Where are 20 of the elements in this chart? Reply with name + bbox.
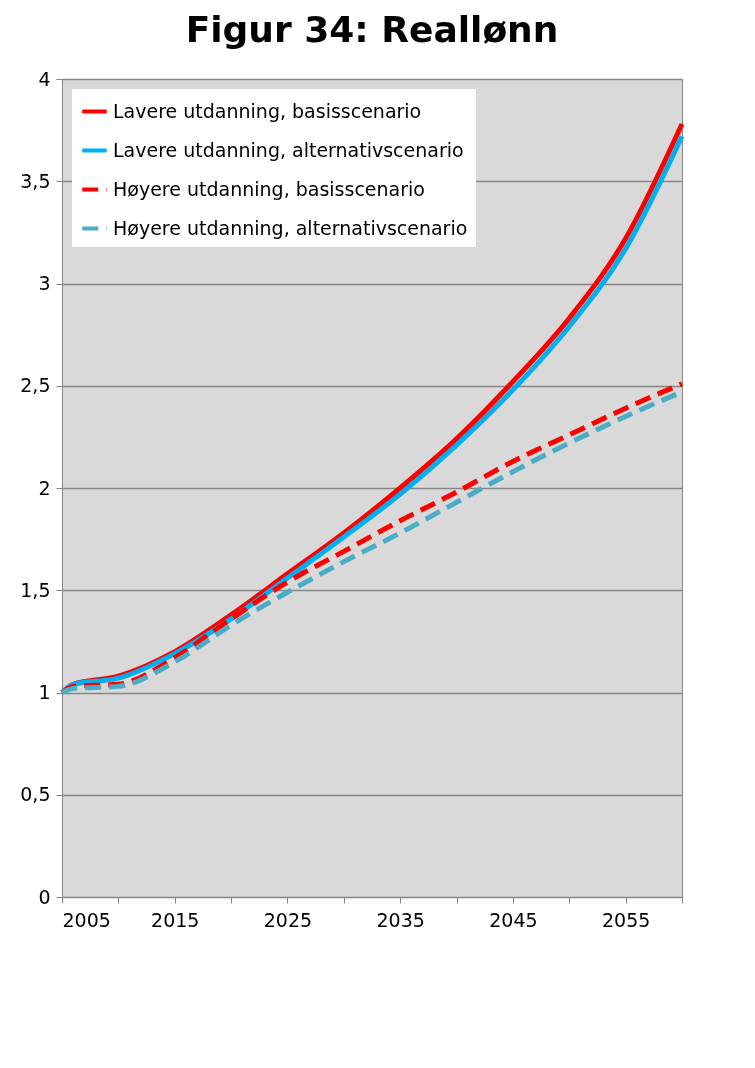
y-tick-label: 3 bbox=[38, 272, 51, 294]
x-tick-label: 2045 bbox=[489, 908, 538, 931]
x-tick-label: 2055 bbox=[601, 908, 651, 931]
y-tick-label: 4 bbox=[38, 67, 51, 90]
y-tick-label: 0,5 bbox=[20, 783, 51, 806]
x-tick-label: 2015 bbox=[151, 908, 200, 931]
x-tick-label: 2025 bbox=[263, 908, 313, 931]
legend-label: Lavere utdanning, basisscenario bbox=[113, 99, 422, 122]
x-tick-label: 2035 bbox=[376, 908, 425, 931]
x-tick-label: 2005 bbox=[62, 908, 111, 931]
y-tick-label: 3,5 bbox=[20, 169, 51, 192]
y-tick-label: 1 bbox=[38, 681, 51, 703]
y-tick-label: 0 bbox=[38, 885, 51, 908]
legend-label: Høyere utdanning, alternativscenario bbox=[113, 216, 468, 239]
y-tick-label: 2,5 bbox=[20, 374, 51, 397]
y-tick-label: 2 bbox=[38, 476, 51, 499]
legend-label: Høyere utdanning, basisscenario bbox=[113, 177, 425, 200]
chart-title: Figur 34: Reallønn bbox=[185, 9, 559, 50]
y-tick-label: 1,5 bbox=[20, 578, 51, 601]
legend-label: Lavere utdanning, alternativscenario bbox=[113, 138, 464, 161]
